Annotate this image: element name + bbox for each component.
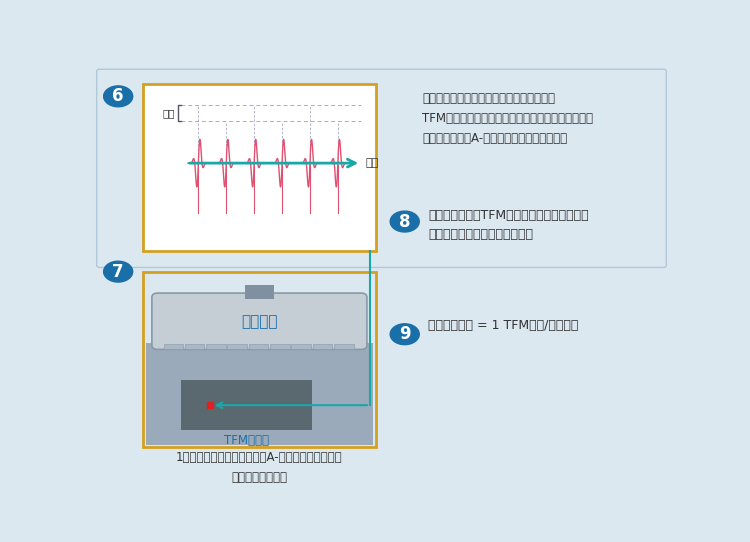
- FancyBboxPatch shape: [181, 380, 312, 430]
- FancyBboxPatch shape: [97, 69, 666, 267]
- FancyBboxPatch shape: [291, 344, 311, 349]
- FancyBboxPatch shape: [244, 285, 274, 299]
- FancyBboxPatch shape: [206, 344, 226, 349]
- FancyBboxPatch shape: [334, 344, 353, 349]
- Text: TFMゾーン: TFMゾーン: [224, 434, 268, 447]
- FancyBboxPatch shape: [227, 344, 247, 349]
- Text: 7: 7: [112, 263, 124, 281]
- Text: 遅延: 遅延: [163, 108, 175, 118]
- Text: ブローブ: ブローブ: [242, 314, 278, 329]
- Text: 9: 9: [399, 325, 410, 343]
- Circle shape: [104, 86, 133, 107]
- Text: 完了サイクル = 1 TFM画像/フレーム: 完了サイクル = 1 TFM画像/フレーム: [428, 319, 578, 332]
- Text: 6: 6: [112, 87, 124, 105]
- FancyBboxPatch shape: [184, 344, 205, 349]
- FancyBboxPatch shape: [164, 344, 183, 349]
- Circle shape: [104, 261, 133, 282]
- FancyBboxPatch shape: [152, 293, 367, 350]
- FancyBboxPatch shape: [143, 84, 376, 251]
- FancyBboxPatch shape: [270, 344, 290, 349]
- Text: 選択した伝戢モードの予想される遅延を、
TFMゾーン内の特定位置に使用して、遅延と積算の
処理がすべてのA-スキャンに適用されます。: 選択した伝戢モードの予想される遅延を、 TFMゾーン内の特定位置に使用して、遅延…: [422, 92, 593, 145]
- Text: 同じプロセスがTFMゾーン内にあるすべての
ピクセルに対して行われます。: 同じプロセスがTFMゾーン内にあるすべての ピクセルに対して行われます。: [428, 209, 589, 241]
- Circle shape: [390, 324, 419, 345]
- Circle shape: [390, 211, 419, 232]
- Text: 1つのピクセルが積算されたA-スキャンの振幅から
再構成されます。: 1つのピクセルが積算されたA-スキャンの振幅から 再構成されます。: [176, 451, 343, 484]
- FancyBboxPatch shape: [249, 344, 268, 349]
- FancyBboxPatch shape: [146, 343, 373, 445]
- FancyBboxPatch shape: [313, 344, 332, 349]
- Text: 積算: 積算: [366, 158, 379, 168]
- Text: 8: 8: [399, 212, 410, 230]
